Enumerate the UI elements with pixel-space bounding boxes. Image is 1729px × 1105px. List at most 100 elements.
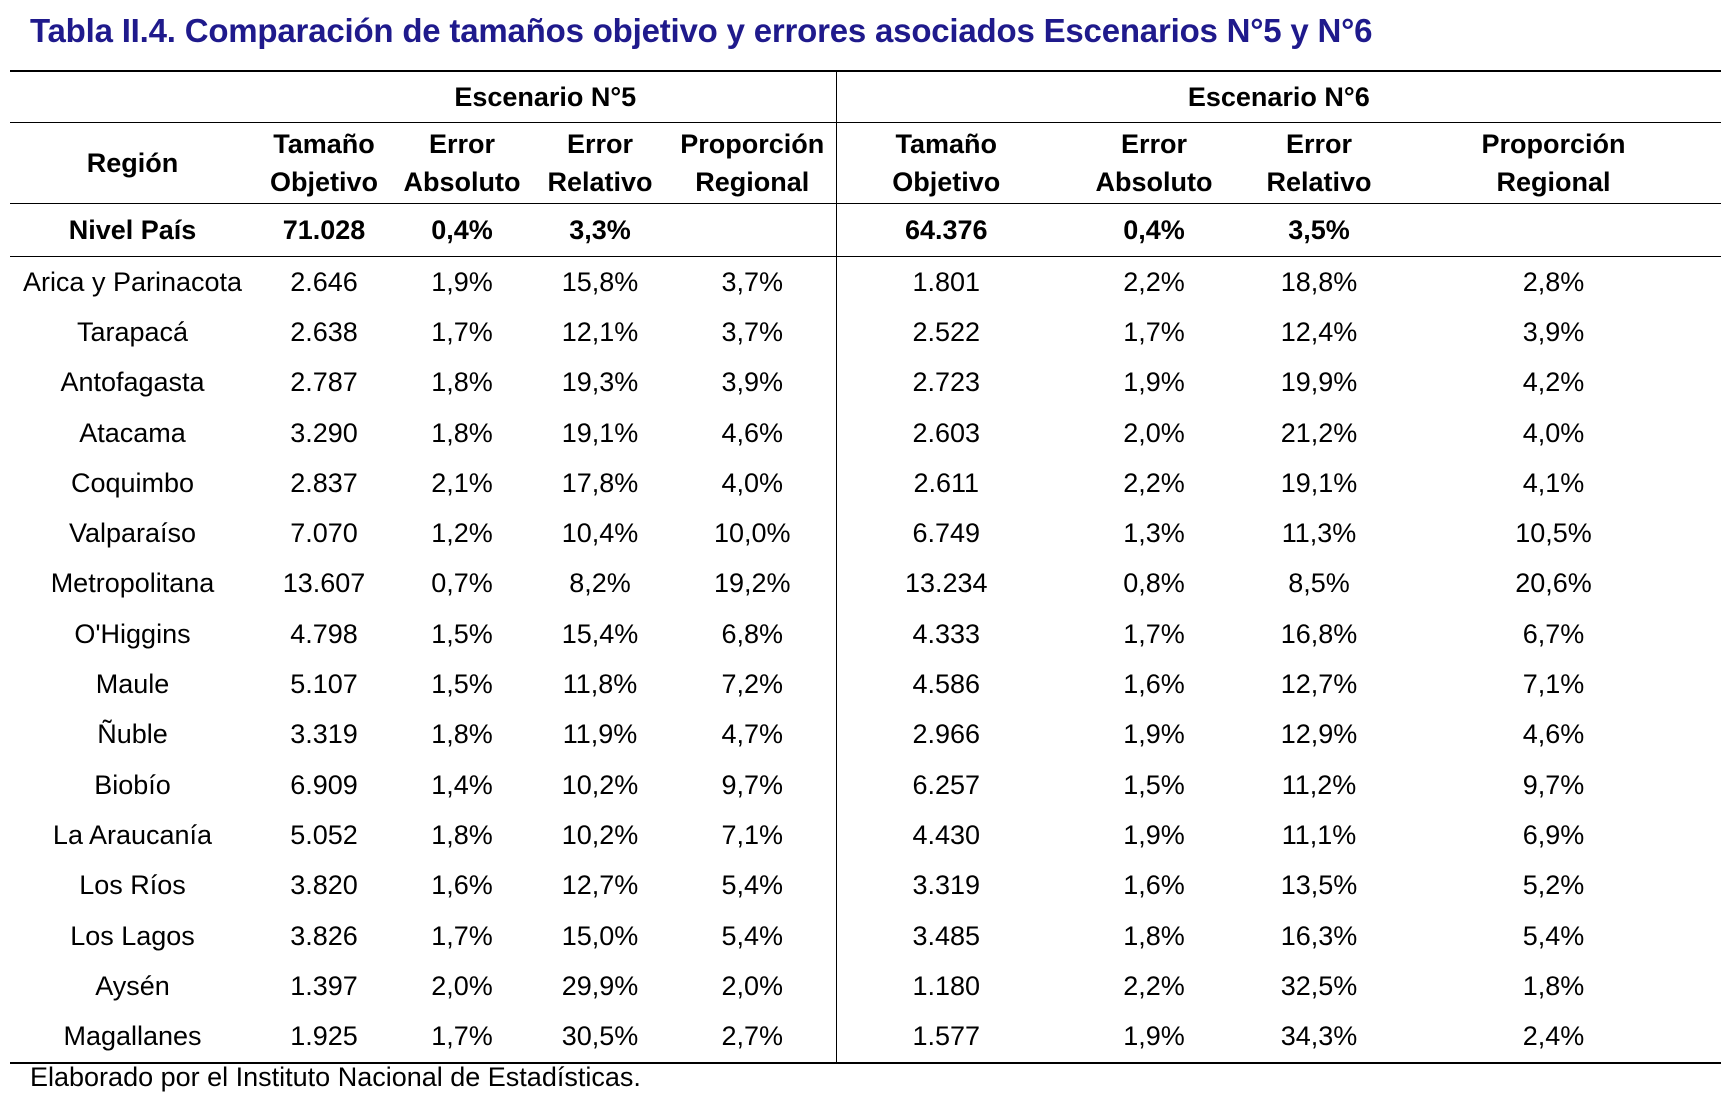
s5-target-size-cell: 7.070 — [290, 518, 358, 549]
s6-absolute-error-cell: 1,5% — [1123, 769, 1185, 800]
s6-regional-proportion-cell: 9,7% — [1522, 769, 1585, 800]
s5-regional-proportion-cell: 7,2% — [669, 659, 837, 710]
s5-relative-error-cell: 12,1% — [561, 316, 639, 347]
s6-absolute-error-cell: 2,2% — [1123, 970, 1185, 1001]
region-name: Antofagasta — [60, 367, 205, 398]
s5-absolute-error-cell: 1,9% — [431, 266, 493, 297]
s5-relative-error-cell: 11,8% — [562, 669, 638, 700]
s6-relative-error-cell: 11,2% — [1281, 769, 1357, 800]
s6-regional-proportion-header: Proporción Regional — [1386, 122, 1722, 204]
s6-absolute-error-cell: 2,2% — [1123, 266, 1185, 297]
total-row: Nivel País 71.028 0,4% 3,3% 64.376 0,4% … — [10, 203, 1722, 257]
region-name: Atacama — [79, 417, 186, 448]
s6-target-size-cell: 3.485 — [912, 920, 981, 951]
s5-target-size-cell: 2.837 — [290, 467, 358, 498]
s6-target-size-cell: 2.522 — [912, 316, 981, 347]
s5-absolute-error-cell: 1,2% — [431, 518, 493, 549]
total-s5-target-size: 71.028 — [255, 203, 393, 257]
s6-relative-error-cell: 12,7% — [1280, 669, 1358, 700]
s6-target-size-cell: 4.430 — [912, 819, 981, 850]
s6-regional-proportion-cell: 3,9% — [1522, 316, 1585, 347]
s5-regional-proportion-cell: 4,6% — [669, 407, 837, 459]
s5-absolute-error-cell: 1,4% — [431, 769, 493, 800]
s6-relative-error-cell: 16,3% — [1280, 920, 1358, 951]
s6-absolute-error-cell: 1,7% — [1123, 618, 1185, 649]
s6-relative-error-cell: 8,5% — [1288, 568, 1350, 599]
s5-target-size-cell: 6.909 — [290, 769, 358, 800]
s5-target-size-header: Tamaño Objetivo — [255, 122, 393, 204]
s6-target-size-cell: 1.801 — [912, 266, 981, 297]
s5-relative-error-cell: 10,2% — [561, 769, 639, 800]
s6-target-size-cell: 1.180 — [912, 970, 981, 1001]
region-name: Tarapacá — [76, 316, 189, 347]
total-s5-relative-error: 3,3% — [531, 203, 669, 257]
s6-target-size-cell: 2.611 — [913, 467, 980, 498]
table-row: Aysén 1.397 2,0% 29,9% 2,0% 1.180 2,2% 32,5% 1,8… — [10, 961, 1721, 1012]
s5-absolute-error-cell: 1,6% — [431, 870, 493, 901]
region-name: Biobío — [94, 769, 171, 800]
s6-absolute-error-cell: 1,7% — [1123, 316, 1185, 347]
comparison-table: Escenario N°5 Escenario N°6 Región Tamañ… — [10, 70, 1722, 1064]
s5-target-size-cell: 2.638 — [290, 316, 358, 347]
s5-target-size-cell: 1.925 — [255, 1011, 393, 1064]
s5-relative-error-cell: 30,5% — [531, 1011, 669, 1064]
region-column-header: Región — [10, 122, 255, 204]
table-row: Biobío 6.909 1,4% 10,2% 9,7% 6.257 1,5% 11,2% 9,… — [10, 759, 1721, 811]
s6-absolute-error-cell: 1,6% — [1123, 669, 1185, 700]
s6-relative-error-cell: 34,3% — [1252, 1011, 1387, 1064]
table-row: Metropolitana 13.607 0,7% 8,2% 19,2% 13.234 0,… — [10, 558, 1721, 610]
table-row: Maule 5.107 1,5% 11,8% 7,2% 4.586 1,6% 12,7% 7,1… — [10, 659, 1721, 710]
table-row: Coquimbo 2.837 2,1% 17,8% 4,0% 2.611 2,2% 19,1%… — [10, 458, 1721, 509]
table-row: Atacama 3.290 1,8% 19,1% 4,6% 2.603 2,0% 21,2% 4… — [10, 407, 1721, 459]
s5-target-size-cell: 1.397 — [290, 970, 358, 1001]
s6-target-size-cell: 1.577 — [836, 1011, 1057, 1064]
s5-relative-error-cell: 8,2% — [569, 568, 631, 599]
s5-relative-error-cell: 17,8% — [561, 467, 639, 498]
s5-absolute-error-cell: 1,8% — [431, 719, 493, 750]
table-row: Valparaíso 7.070 1,2% 10,4% 10,0% 6.749 1,3% 11… — [10, 508, 1721, 559]
region-name: Metropolitana — [50, 568, 215, 599]
s5-target-size-cell: 5.107 — [290, 669, 358, 700]
s5-regional-proportion-cell: 7,1% — [669, 810, 837, 861]
s5-target-size-cell: 2.787 — [290, 367, 358, 398]
s6-relative-error-cell: 13,5% — [1280, 870, 1358, 901]
s5-regional-proportion-cell: 5,4% — [669, 860, 837, 911]
s6-relative-error-cell: 19,1% — [1280, 467, 1358, 498]
s6-regional-proportion-cell: 4,2% — [1522, 367, 1585, 398]
s5-regional-proportion-cell: 19,2% — [669, 558, 837, 610]
s5-relative-error-cell: 19,1% — [561, 417, 639, 448]
s5-absolute-error-cell: 1,7% — [393, 1011, 531, 1064]
total-s5-regional-proportion — [669, 203, 837, 257]
s5-target-size-cell: 2.646 — [290, 266, 358, 297]
s6-regional-proportion-cell: 4,0% — [1522, 417, 1585, 448]
s5-absolute-error-cell: 1,8% — [431, 367, 493, 398]
s5-target-size-cell: 4.798 — [290, 618, 358, 649]
s6-relative-error-cell: 12,4% — [1280, 316, 1358, 347]
s6-absolute-error-cell: 1,3% — [1123, 518, 1185, 549]
region-name: La Araucanía — [52, 819, 213, 850]
s6-regional-proportion-cell: 5,4% — [1522, 920, 1585, 951]
s6-relative-error-cell: 12,9% — [1280, 719, 1358, 750]
s5-target-size-cell: 3.290 — [290, 417, 358, 448]
region-name: Los Lagos — [70, 920, 195, 951]
s6-absolute-error-cell: 1,9% — [1123, 719, 1185, 750]
s5-relative-error-cell: 15,0% — [561, 920, 639, 951]
s5-absolute-error-cell: 1,8% — [431, 819, 493, 850]
table-row: Antofagasta 2.787 1,8% 19,3% 3,9% 2.723 1,9% 19… — [10, 357, 1721, 408]
s5-absolute-error-cell: 1,5% — [431, 669, 493, 700]
column-header-row: Región Tamaño Objetivo Error Absoluto Erro… — [10, 122, 1722, 204]
scenario-header-row: Escenario N°5 Escenario N°6 — [10, 70, 1722, 123]
s5-absolute-error-cell: 2,0% — [431, 970, 493, 1001]
table-row: Los Ríos 3.820 1,6% 12,7% 5,4% 3.319 1,6% 13,5%… — [10, 860, 1721, 911]
s6-regional-proportion-cell: 4,6% — [1522, 719, 1585, 750]
s5-absolute-error-cell: 2,1% — [431, 467, 493, 498]
s5-relative-error-cell: 19,3% — [561, 367, 639, 398]
s6-regional-proportion-cell: 5,2% — [1522, 870, 1585, 901]
s6-absolute-error-cell: 2,0% — [1123, 417, 1185, 448]
s6-regional-proportion-cell: 6,7% — [1522, 618, 1585, 649]
s6-absolute-error-cell: 1,9% — [1123, 367, 1185, 398]
s5-relative-error-cell: 10,4% — [561, 518, 639, 549]
s5-regional-proportion-cell: 3,7% — [669, 256, 837, 308]
region-name: Arica y Parinacota — [22, 266, 243, 297]
s6-regional-proportion-cell: 6,9% — [1522, 819, 1585, 850]
